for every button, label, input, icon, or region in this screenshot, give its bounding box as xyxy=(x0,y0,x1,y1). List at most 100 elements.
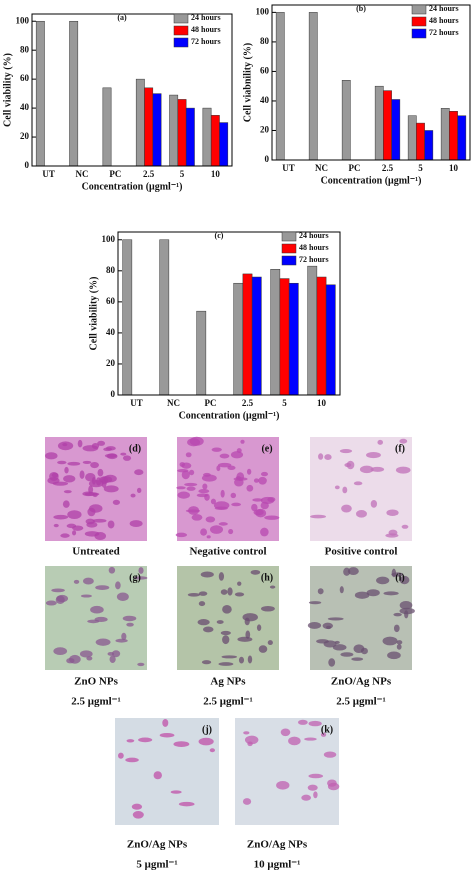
cell xyxy=(231,502,242,507)
legend-swatch xyxy=(281,255,297,266)
cell xyxy=(355,510,367,518)
cell xyxy=(80,594,92,598)
bar xyxy=(383,90,392,161)
cell xyxy=(260,605,275,612)
cell xyxy=(230,492,237,499)
cell xyxy=(242,798,252,805)
panel-label: (g) xyxy=(129,572,141,583)
y-tick-label: 60 xyxy=(20,73,30,83)
bar xyxy=(242,273,253,396)
cell xyxy=(242,613,258,622)
legend-label: 48 hours xyxy=(191,25,221,34)
cell xyxy=(181,462,192,469)
cell xyxy=(94,616,108,623)
cell xyxy=(89,504,103,513)
x-tick-label: 5 xyxy=(282,398,287,408)
cell xyxy=(90,462,99,469)
cell xyxy=(121,632,127,641)
cell xyxy=(122,455,132,461)
cell xyxy=(243,731,250,735)
cell xyxy=(177,469,189,473)
plot-frame xyxy=(117,231,341,396)
legend-label: 24 hours xyxy=(299,231,329,240)
cell xyxy=(399,601,413,610)
cell xyxy=(344,463,352,468)
legend-label: 72 hours xyxy=(429,28,459,37)
x-tick-label: 10 xyxy=(449,163,459,173)
cell xyxy=(227,587,233,596)
cell xyxy=(308,720,322,727)
cell xyxy=(308,601,322,605)
cell xyxy=(323,751,337,758)
caption: 5 μgml⁻¹ xyxy=(136,859,177,871)
cell xyxy=(86,521,98,528)
cell xyxy=(307,622,322,629)
cell xyxy=(198,488,210,494)
cell xyxy=(261,471,268,477)
cell xyxy=(377,439,384,445)
cell xyxy=(307,784,318,791)
cell xyxy=(301,794,312,801)
cell xyxy=(211,447,222,452)
cell xyxy=(220,489,225,498)
cell xyxy=(49,471,59,481)
x-tick-label: 10 xyxy=(211,169,221,179)
cell xyxy=(366,451,381,459)
cell xyxy=(90,605,104,614)
x-tick-label: PC xyxy=(205,398,217,408)
panel-label: (k) xyxy=(321,724,333,735)
cell xyxy=(228,528,234,535)
y-tick-label: 40 xyxy=(260,95,270,105)
cell xyxy=(399,438,408,444)
caption: ZnO/Ag NPs xyxy=(331,676,392,688)
y-tick-label: 100 xyxy=(16,15,30,25)
cell xyxy=(63,475,76,483)
cell xyxy=(360,647,368,655)
cell xyxy=(53,647,68,656)
y-axis-title: Cell viability (%) xyxy=(2,53,13,127)
cell xyxy=(252,498,263,502)
legend-label: 48 hours xyxy=(299,243,329,252)
bar xyxy=(308,12,318,161)
cell xyxy=(233,477,248,481)
cell xyxy=(85,472,96,482)
bar xyxy=(202,107,212,167)
cell xyxy=(129,520,143,528)
cell xyxy=(260,501,269,510)
caption: Untreated xyxy=(72,546,119,558)
legend-label: 24 hours xyxy=(191,13,221,22)
bar xyxy=(185,107,195,167)
x-tick-label: 2.5 xyxy=(382,163,394,173)
x-tick-label: 2.5 xyxy=(143,169,155,179)
cell xyxy=(67,510,82,520)
cell xyxy=(316,639,330,644)
bar xyxy=(374,85,384,161)
cell xyxy=(245,630,251,639)
cell xyxy=(62,443,68,447)
cell xyxy=(103,474,117,483)
bar xyxy=(159,239,170,396)
cell xyxy=(84,492,100,496)
cell xyxy=(118,752,124,759)
cell xyxy=(108,566,116,574)
cell xyxy=(366,589,380,597)
bar xyxy=(102,87,112,167)
y-tick-label: 40 xyxy=(20,102,30,112)
cell xyxy=(103,447,113,452)
cell xyxy=(92,518,107,523)
cell xyxy=(186,486,196,491)
cell xyxy=(332,644,347,651)
chart-title: (a) xyxy=(117,13,127,22)
cell xyxy=(255,508,267,518)
cell xyxy=(67,461,81,466)
cell xyxy=(218,462,232,468)
cell xyxy=(112,499,121,505)
legend-swatch xyxy=(173,13,189,24)
cell xyxy=(176,486,186,490)
panel-label: (d) xyxy=(129,443,141,454)
cell xyxy=(159,733,175,738)
cell xyxy=(107,651,115,656)
legend-swatch xyxy=(411,28,427,39)
bar xyxy=(152,93,162,167)
